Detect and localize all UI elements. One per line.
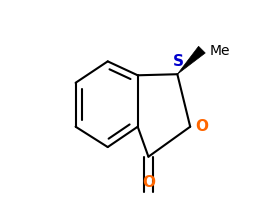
Text: O: O [196, 119, 208, 134]
Polygon shape [177, 46, 205, 74]
Text: Me: Me [210, 44, 230, 58]
Text: O: O [142, 175, 155, 190]
Text: S: S [173, 54, 184, 69]
